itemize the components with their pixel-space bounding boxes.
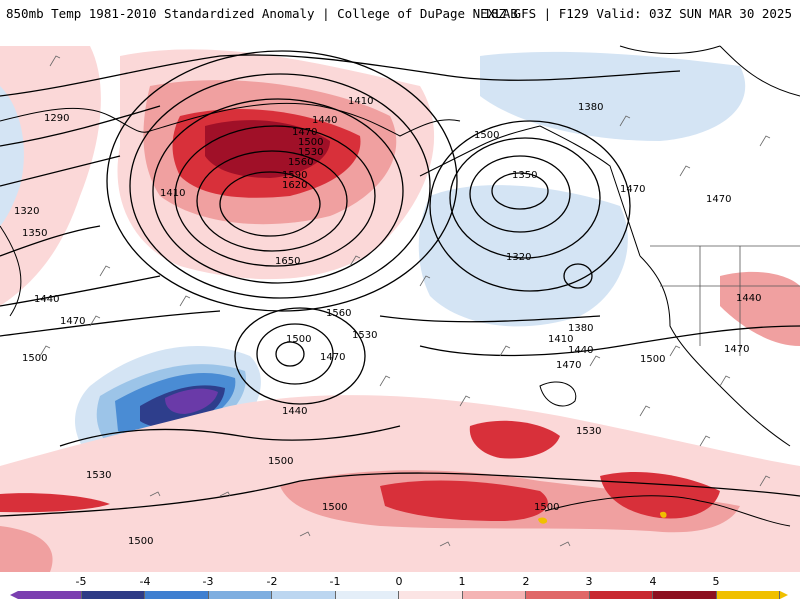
- warm-max-yellow: [538, 517, 548, 524]
- warm-anomaly-sw: [0, 526, 53, 572]
- colorbar-segment: [653, 591, 717, 599]
- colorbar-tick-label: -1: [329, 575, 341, 588]
- warm-anomaly-ne: [720, 271, 800, 346]
- colorbar-tick-label: -5: [75, 575, 87, 588]
- colorbar-segment: [716, 591, 780, 599]
- anomaly-shading: [0, 46, 800, 572]
- colorbar-right-arrow: [780, 591, 788, 599]
- contour-label: 1320: [14, 206, 39, 217]
- contour-label: 1470: [320, 352, 345, 363]
- contour-label: 1500: [534, 502, 559, 513]
- contour-label: 1500: [22, 353, 47, 364]
- contour-label: 1440: [736, 293, 761, 304]
- colorbar-segment: [589, 591, 653, 599]
- colorbar-tick-label: 3: [585, 575, 593, 588]
- contour-label: 1560: [288, 157, 313, 168]
- contour-label: 1440: [568, 345, 593, 356]
- contour-label: 1560: [326, 308, 351, 319]
- contour-label: 1470: [60, 316, 85, 327]
- coastlines: [0, 45, 800, 527]
- contour-labels: 1290 1320 1350 1410 1440 1470 1500 1530 …: [14, 96, 761, 547]
- map-header: 850mb Temp 1981-2010 Standardized Anomal…: [0, 0, 800, 26]
- warm-anomaly-tropics-band: [469, 420, 560, 459]
- warm-anomaly-west: [0, 46, 101, 306]
- contour-label: 1530: [86, 470, 111, 481]
- contour-label: 1530: [298, 147, 323, 158]
- contour-label: 1530: [576, 426, 601, 437]
- colorbar-tick-label: -2: [266, 575, 278, 588]
- colorbar-tick-label: -4: [139, 575, 151, 588]
- contour-label: 1470: [556, 360, 581, 371]
- colorbar-segment: [272, 591, 336, 599]
- contour-label: 1650: [275, 256, 300, 267]
- contour-label: 1470: [706, 194, 731, 205]
- colorbar-tick-label: 2: [522, 575, 530, 588]
- colorbar-scale: [18, 591, 780, 599]
- height-contours: [0, 50, 800, 517]
- contour-label: 1410: [160, 188, 185, 199]
- map-canvas: 1290 1320 1350 1410 1440 1470 1500 1530 …: [0, 45, 800, 572]
- colorbar-tick-label: -3: [202, 575, 214, 588]
- colorbar-segment: [81, 591, 145, 599]
- colorbar-tick-label: 0: [395, 575, 403, 588]
- contour-label: 1620: [282, 180, 307, 191]
- cold-anomaly-ne-pacific: [418, 185, 628, 327]
- colorbar-segment: [335, 591, 399, 599]
- model-run-info: 18Z GFS | F129 Valid: 03Z SUN MAR 30 202…: [483, 6, 792, 21]
- contour-label: 1320: [506, 252, 531, 263]
- contour-label: 1380: [568, 323, 593, 334]
- map-title: 850mb Temp 1981-2010 Standardized Anomal…: [6, 6, 518, 21]
- cold-anomaly-nw: [0, 86, 24, 226]
- contour-label: 1500: [640, 354, 665, 365]
- contour-label: 1500: [286, 334, 311, 345]
- contour-label: 1470: [292, 127, 317, 138]
- contour-label: 1380: [578, 102, 603, 113]
- colorbar-segment: [208, 591, 272, 599]
- contour-label: 1500: [298, 137, 323, 148]
- colorbar-tick-label: 5: [712, 575, 720, 588]
- contour-label: 1410: [548, 334, 573, 345]
- contour-label: 1290: [44, 113, 69, 124]
- colorbar-tick-label: 4: [649, 575, 657, 588]
- contour-label: 1440: [282, 406, 307, 417]
- contour-label: 1590: [282, 170, 307, 181]
- cold-anomaly-north: [480, 51, 746, 141]
- contour-label: 1350: [512, 170, 537, 181]
- contour-label: 1350: [22, 228, 47, 239]
- colorbar-segment: [462, 591, 526, 599]
- contour-label: 1500: [474, 130, 499, 141]
- colorbar-tick-label: 1: [458, 575, 466, 588]
- contour-label: 1440: [34, 294, 59, 305]
- colorbar-left-arrow: [10, 591, 18, 599]
- contour-label: 1410: [348, 96, 373, 107]
- anomaly-map: 1290 1320 1350 1410 1440 1470 1500 1530 …: [0, 26, 800, 572]
- anomaly-colorbar: -5 -4 -3 -2 -1 0 1 2 3 4 5: [0, 572, 800, 600]
- warm-max-yellow-east: [660, 511, 667, 518]
- wind-barbs: [39, 55, 771, 547]
- warm-anomaly-deep-red: [205, 120, 330, 178]
- colorbar-segment: [399, 591, 463, 599]
- warm-anomaly-east: [600, 471, 720, 519]
- contour-label: 1440: [312, 115, 337, 126]
- contour-label: 1500: [322, 502, 347, 513]
- contour-label: 1530: [352, 330, 377, 341]
- contour-label: 1500: [128, 536, 153, 547]
- contour-label: 1500: [268, 456, 293, 467]
- colorbar-segment: [526, 591, 590, 599]
- cold-anomaly-purple: [165, 388, 218, 414]
- colorbar-segment: [145, 591, 209, 599]
- warm-anomaly-west-band: [0, 493, 110, 513]
- contour-label: 1470: [724, 344, 749, 355]
- colorbar-segment: [18, 591, 82, 599]
- contour-label: 1470: [620, 184, 645, 195]
- warm-anomaly-south-red: [380, 480, 548, 521]
